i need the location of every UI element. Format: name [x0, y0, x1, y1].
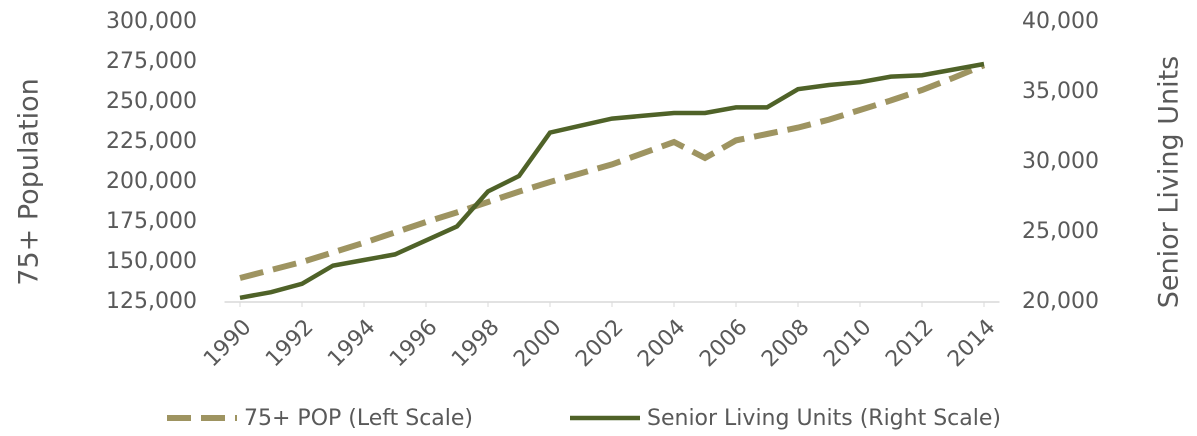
x-tick-label: 2000: [509, 315, 566, 372]
y2-tick-label: 30,000: [1022, 149, 1099, 174]
x-tick-label: 2012: [881, 315, 938, 372]
series-line: [239, 62, 986, 281]
y-tick-label: 250,000: [106, 89, 197, 114]
y2-tick-label: 40,000: [1022, 9, 1099, 34]
y2-tick-label: 20,000: [1022, 289, 1099, 314]
x-tick-label: 2014: [943, 315, 1000, 372]
x-tick-label: 1990: [199, 315, 256, 372]
y-tick-label: 150,000: [106, 249, 197, 274]
x-tick-label: 2008: [757, 315, 814, 372]
legend-label: 75+ POP (Left Scale): [244, 406, 473, 431]
y-tick-label: 200,000: [106, 169, 197, 194]
y-tick-label: 225,000: [106, 129, 197, 154]
x-tick-label: 1994: [323, 315, 380, 372]
y2-tick-label: 35,000: [1022, 79, 1099, 104]
x-tick-label: 2004: [633, 315, 690, 372]
x-tick-label: 2002: [571, 315, 628, 372]
y-tick-label: 125,000: [106, 289, 197, 314]
y2-axis-title: Senior Living Units: [1154, 56, 1185, 308]
x-tick-label: 1996: [385, 315, 442, 372]
x-tick-label: 2010: [819, 315, 876, 372]
y-tick-label: 300,000: [106, 9, 197, 34]
x-tick-label: 1992: [261, 315, 318, 372]
y-tick-label: 175,000: [106, 209, 197, 234]
y-axis-title: 75+ Population: [14, 78, 45, 285]
x-tick-label: 1998: [447, 315, 504, 372]
y-tick-label: 275,000: [106, 49, 197, 74]
y2-tick-label: 25,000: [1022, 219, 1099, 244]
legend-label: Senior Living Units (Right Scale): [647, 406, 1001, 431]
series-line: [239, 61, 985, 301]
x-tick-label: 2006: [695, 315, 752, 372]
